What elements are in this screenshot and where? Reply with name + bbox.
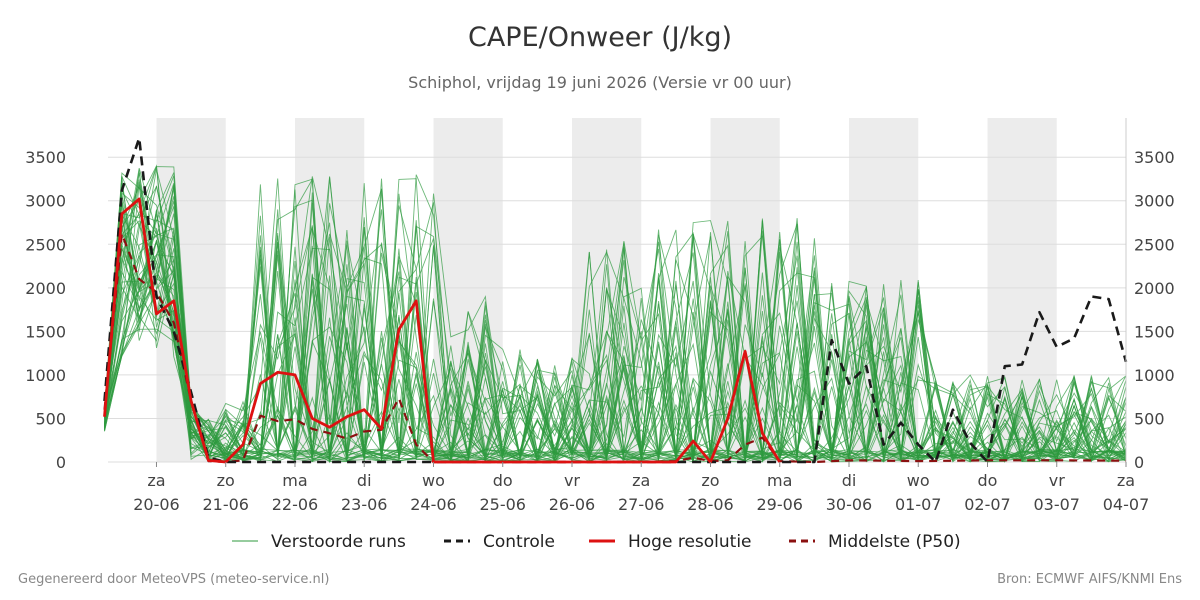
legend-label-median: Middelste (P50) [828,532,961,552]
main-series [103,136,1128,464]
legend: Verstoorde runs Controle Hoge resolutie Mid… [232,532,961,552]
x-tick-day: do [978,471,998,490]
x-tick-day: vr [564,471,580,490]
y-tick-label-left: 2000 [25,279,66,298]
x-tick-date: 20-06 [133,495,180,514]
y-tick-label-right: 1500 [1134,322,1175,341]
x-tick-date: 25-06 [479,495,526,514]
y-tick-label-left: 0 [56,453,66,472]
x-tick-date: 22-06 [272,495,319,514]
y-tick-label-right: 2500 [1134,235,1175,254]
x-tick-date: 21-06 [202,495,249,514]
x-tick-date: 24-06 [410,495,457,514]
axes: 0 0 500 500 1000 1000 1500 1500 2000 2000 2500 2500… [25,118,1175,514]
chart-title: CAPE/Onweer (J/kg) [467,22,732,53]
perturbed-run-line [104,232,1127,463]
y-tick-label-right: 3000 [1134,192,1175,211]
y-tick-label-right: 0 [1134,453,1144,472]
legend-label-high_res: Hoge resolutie [628,532,752,552]
perturbed-run-line [104,235,1127,462]
x-tick-day: ma [282,471,307,490]
x-tick-day: zo [217,471,235,490]
perturbed-run-line [104,166,1127,463]
x-tick-date: 30-06 [826,495,873,514]
x-tick-date: 23-06 [341,495,388,514]
series-line-high_res [103,197,781,464]
x-tick-date: 02-07 [964,495,1011,514]
x-tick-day: vr [1049,471,1065,490]
x-tick-day: wo [422,471,445,490]
perturbed-run-line [104,185,1127,463]
x-tick-day: do [493,471,513,490]
y-tick-label-right: 3500 [1134,148,1175,167]
legend-label-perturbed: Verstoorde runs [271,532,406,552]
x-tick-day: ma [767,471,792,490]
x-tick-date: 29-06 [756,495,803,514]
perturbed-run-line [104,169,1127,462]
x-tick-day: di [357,471,372,490]
perturbed-run-line [104,244,1127,463]
x-tick-day: za [1117,471,1135,490]
y-tick-label-left: 2500 [25,235,66,254]
x-tick-day: wo [907,471,930,490]
x-tick-day: di [842,471,857,490]
x-tick-date: 26-06 [549,495,596,514]
perturbed-run-line [104,205,1127,463]
perturbed-runs [104,164,1127,464]
y-tick-label-right: 2000 [1134,279,1175,298]
x-tick-date: 01-07 [895,495,942,514]
x-tick-date: 03-07 [1033,495,1080,514]
perturbed-run-line [104,184,1127,463]
y-tick-label-left: 3000 [25,192,66,211]
x-tick-day: za [147,471,165,490]
y-tick-label-left: 500 [35,409,66,428]
footer-generator: Gegenereerd door MeteoVPS (meteo-service… [18,572,330,587]
y-tick-label-left: 1000 [25,366,66,385]
perturbed-run-line [104,179,1127,462]
x-tick-date: 04-07 [1103,495,1150,514]
y-tick-label-right: 500 [1134,409,1165,428]
legend-label-control: Controle [483,532,555,552]
y-tick-label-right: 1000 [1134,366,1175,385]
x-tick-date: 28-06 [687,495,734,514]
y-tick-label-left: 1500 [25,322,66,341]
y-tick-label-left: 3500 [25,148,66,167]
footer-source: Bron: ECMWF AIFS/KNMI Ens [997,572,1182,587]
x-tick-day: za [632,471,650,490]
x-tick-date: 27-06 [618,495,665,514]
chart-subtitle: Schiphol, vrijdag 19 juni 2026 (Versie v… [408,73,792,92]
x-tick-day: zo [701,471,719,490]
